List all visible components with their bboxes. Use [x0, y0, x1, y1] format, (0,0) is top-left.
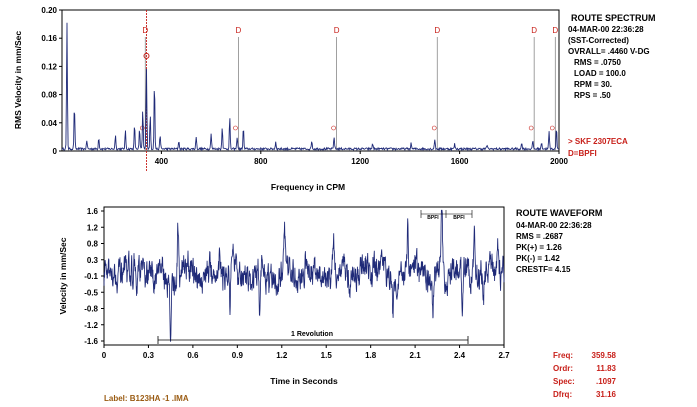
waveform-x-tick-label: 0.6 [187, 351, 199, 360]
spectrum-x-tick-label: 1600 [451, 157, 469, 166]
fault-marker-label: D [552, 26, 558, 35]
waveform-info-line: RMS = .2687 [516, 232, 563, 241]
spectrum-info-line: OVRALL= .4460 V-DG [568, 47, 650, 56]
waveform-x-axis-label: Time in Seconds [270, 376, 338, 386]
freq-value: 359.58 [592, 351, 617, 360]
waveform-y-tick-label: -1.6 [84, 337, 98, 346]
harmonic-dot [331, 125, 336, 131]
harmonic-dot [431, 125, 437, 131]
spectrum-y-axis-label: RMS Velocity in mm/Sec [13, 31, 23, 130]
spectrum-info-line: 04-MAR-00 22:36:28 [568, 25, 644, 34]
waveform-x-tick-label: 1.5 [321, 351, 333, 360]
harmonic-dot [528, 125, 534, 131]
peak-marker-circle [143, 52, 150, 59]
waveform-title: ROUTE WAVEFORM [516, 208, 602, 218]
waveform-y-tick-label: -0.1 [84, 272, 98, 281]
bpfi-label-2: BPFI [453, 215, 465, 221]
spectrum-info-line: LOAD = 100.0 [574, 69, 626, 78]
spectrum-y-tick-label: 0 [53, 147, 58, 156]
waveform-x-tick-label: 1.8 [365, 351, 377, 360]
ordr-label: Ordr: [553, 364, 573, 373]
spectrum-legend-bpfi: D=BPFI [568, 149, 597, 158]
spectrum-y-tick-label: 0.20 [41, 6, 57, 15]
waveform-trace [103, 209, 505, 342]
spectrum-y-tick-label: 0.16 [41, 34, 57, 43]
fault-marker-label: D [531, 26, 537, 35]
fault-marker-label: D [434, 26, 440, 35]
spec-value: .1097 [596, 377, 617, 386]
spectrum-info-line: (SST-Corrected) [568, 36, 629, 45]
spectrum-plot: D D D D D D 0.20 0.16 0.12 0.08 0.04 0 400 800 1200 1… [13, 6, 656, 192]
waveform-x-tick-label: 2.1 [410, 351, 422, 360]
waveform-x-tick-label: 0.9 [232, 351, 244, 360]
dfrq-label: Dfrq: [553, 390, 572, 399]
cursor-readout: Freq: 359.58 Ordr: 11.83 Spec: .1097 Dfr… [553, 351, 617, 399]
spectrum-info-line: RPS = .50 [574, 91, 611, 100]
fault-marker-label: D [142, 26, 148, 35]
bpfi-spacing-annotation: BPFI BPFI [420, 210, 473, 221]
waveform-y-axis-label: Velocity in mm/Sec [58, 237, 68, 314]
waveform-y-tick-label: 1.2 [87, 223, 99, 232]
bpfi-label-1: BPFI [427, 215, 439, 221]
waveform-y-tick-label: 0.3 [87, 256, 99, 265]
harmonic-dot [233, 125, 238, 131]
waveform-info-line: 04-MAR-00 22:36:28 [516, 221, 592, 230]
fault-marker-label: D [334, 26, 340, 35]
file-label-line: Label: B123HA -1 .IMA [104, 394, 189, 403]
revolution-label: 1 Revolution [291, 331, 333, 338]
spectrum-frame [61, 9, 560, 152]
waveform-x-tick-label: 0.3 [143, 351, 155, 360]
waveform-info-line: PK(-) = 1.42 [516, 254, 560, 263]
waveform-y-tick-label: 1.6 [87, 207, 99, 216]
spectrum-y-tick-label: 0.08 [41, 91, 57, 100]
harmonic-dot [549, 125, 555, 131]
waveform-info-line: CRESTF= 4.15 [516, 265, 571, 274]
spectrum-info-line: RMS = .0750 [574, 58, 621, 67]
waveform-x-tick-label: 2.4 [454, 351, 466, 360]
waveform-x-tick-label: 2.7 [498, 351, 510, 360]
waveform-plot: 1.6 1.2 0.8 0.3 -0.1 -0.5 -0.8 -1.2 -1.6 0 0.3 0.6… [58, 206, 602, 386]
waveform-x-tick-label: 0 [102, 351, 107, 360]
spectrum-x-tick-label: 2000 [550, 157, 568, 166]
spectrum-info-block: 04-MAR-00 22:36:28 (SST-Corrected) OVRALL=… [568, 25, 650, 100]
spec-label: Spec: [553, 377, 575, 386]
dfrq-value: 31.16 [596, 390, 617, 399]
spectrum-info-line: RPM = 30. [574, 80, 612, 89]
spectrum-title: ROUTE SPECTRUM [571, 13, 656, 23]
waveform-y-tick-label: -0.8 [84, 305, 98, 314]
fault-marker-label: D [236, 26, 242, 35]
waveform-y-tick-label: -0.5 [84, 288, 98, 297]
waveform-y-ticks: 1.6 1.2 0.8 0.3 -0.1 -0.5 -0.8 -1.2 -1.6 [84, 207, 104, 346]
spectrum-x-tick-label: 400 [155, 157, 169, 166]
waveform-x-ticks: 0 0.3 0.6 0.9 1.2 1.5 1.8 2.1 2.4 2.7 [102, 345, 510, 360]
spectrum-x-ticks: 400 800 1200 1600 2000 [155, 151, 568, 166]
waveform-info-line: PK(+) = 1.26 [516, 243, 562, 252]
waveform-x-tick-label: 1.2 [276, 351, 288, 360]
spectrum-trace [61, 22, 560, 152]
spectrum-legend-bearing: > SKF 2307ECA [568, 137, 628, 146]
revolution-annotation: 1 Revolution [157, 331, 469, 344]
spectrum-x-tick-label: 800 [254, 157, 268, 166]
freq-label: Freq: [553, 351, 573, 360]
spectrum-y-ticks: 0.20 0.16 0.12 0.08 0.04 0 [41, 6, 62, 156]
spectrum-y-tick-label: 0.12 [41, 62, 57, 71]
ordr-value: 11.83 [596, 364, 616, 373]
waveform-y-tick-label: 0.8 [87, 240, 99, 249]
spectrum-x-axis-label: Frequency in CPM [271, 182, 345, 192]
spectrum-y-tick-label: 0.04 [41, 119, 57, 128]
waveform-info-block: 04-MAR-00 22:36:28 RMS = .2687 PK(+) = 1.2… [516, 221, 592, 274]
spectrum-x-tick-label: 1200 [351, 157, 369, 166]
waveform-y-tick-label: -1.2 [84, 321, 98, 330]
